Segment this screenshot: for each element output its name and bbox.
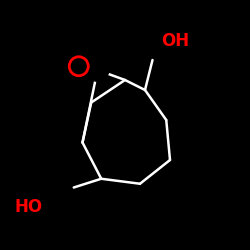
Text: OH: OH <box>161 32 190 50</box>
Circle shape <box>86 59 109 81</box>
Circle shape <box>69 57 88 76</box>
Text: HO: HO <box>15 198 43 216</box>
